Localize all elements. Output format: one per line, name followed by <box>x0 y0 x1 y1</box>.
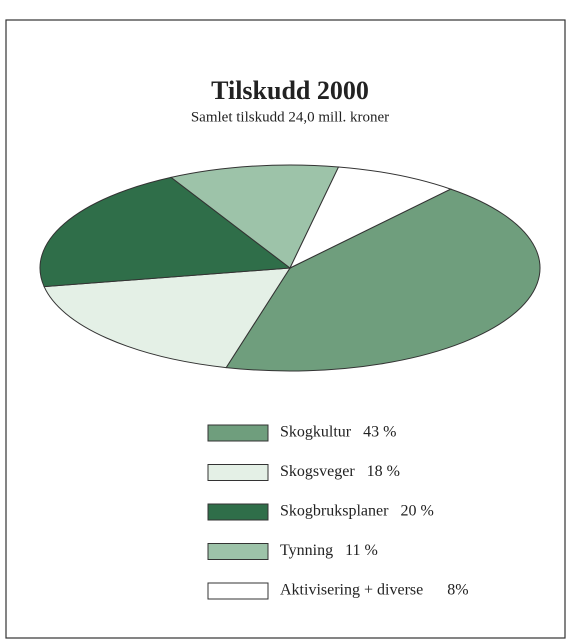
legend-swatch <box>207 464 269 481</box>
frame <box>5 19 566 639</box>
legend-label: Skogsveger <box>280 463 355 480</box>
chart-subtitle: Samlet tilskudd 24,0 mill. kroner <box>191 109 389 125</box>
legend-swatch <box>207 543 269 560</box>
legend-label: Skogbruksplaner <box>280 503 389 520</box>
pie-slice <box>169 164 340 269</box>
legend-value: 8% <box>447 582 468 599</box>
legend-value: 20 % <box>400 503 433 520</box>
pie-slice <box>43 267 291 369</box>
chart-title: Tilskudd 2000 <box>211 76 369 105</box>
legend-swatch <box>207 582 269 600</box>
legend-value: 43 % <box>363 424 396 441</box>
legend-swatch <box>207 424 269 442</box>
legend-label: Skogkultur <box>280 424 352 441</box>
legend-label: Tynning <box>280 542 333 559</box>
legend-label: Aktivisering + diverse <box>280 582 423 599</box>
pie-slice <box>39 176 292 288</box>
pie-slice <box>225 188 541 372</box>
legend-value: 18 % <box>367 463 400 480</box>
legend-swatch <box>207 503 269 521</box>
legend-value: 11 % <box>345 542 378 559</box>
pie-slice <box>288 166 452 270</box>
